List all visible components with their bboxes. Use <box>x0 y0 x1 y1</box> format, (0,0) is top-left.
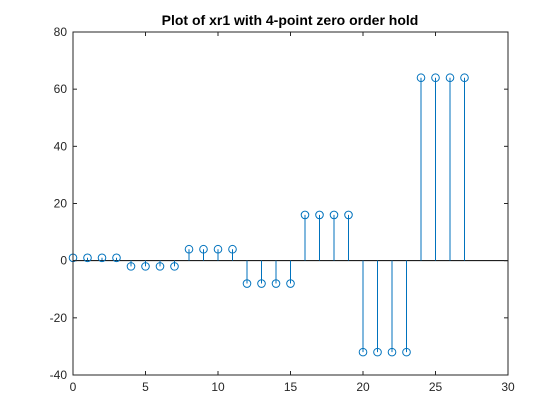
x-tick-label: 5 <box>142 380 149 394</box>
stem-marker <box>416 73 426 83</box>
stem-marker <box>242 279 252 288</box>
x-tick-label: 0 <box>70 380 77 394</box>
y-tick-label: 0 <box>60 254 67 268</box>
stem-marker <box>402 347 411 357</box>
stem-marker <box>460 73 469 83</box>
x-tick-label: 10 <box>211 380 225 394</box>
stem-marker <box>126 262 136 271</box>
y-tick-label: 20 <box>54 197 68 211</box>
x-tick-label: 20 <box>356 380 370 394</box>
stem-marker <box>344 210 353 220</box>
stem-marker <box>373 347 382 357</box>
y-tick-label: 60 <box>54 82 68 96</box>
stem-marker <box>97 253 107 263</box>
stem-marker <box>170 262 179 271</box>
stem-marker <box>445 73 455 83</box>
stem-marker <box>83 253 92 263</box>
stem-marker <box>155 262 165 271</box>
stem-marker <box>141 262 150 271</box>
stems-layer <box>68 73 508 357</box>
stem-marker <box>257 279 266 288</box>
stem-marker <box>329 210 339 220</box>
stem-marker <box>228 244 237 254</box>
axes-layer: 0 5 10 15 20 25 30 -40 -20 0 20 40 60 80 <box>50 25 515 394</box>
stem-marker <box>300 210 310 220</box>
y-tick-label: -20 <box>50 311 68 325</box>
stem-marker <box>213 244 223 254</box>
stem-marker <box>286 279 295 288</box>
x-tick-label: 25 <box>429 380 443 394</box>
stem-marker <box>184 244 194 254</box>
stem-marker <box>387 347 397 357</box>
stem-marker <box>431 73 440 83</box>
y-tick-label: 40 <box>54 139 68 153</box>
plot-area <box>73 32 508 375</box>
stem-marker <box>271 279 281 288</box>
y-tick-label: 80 <box>54 25 68 39</box>
y-tick-label: -40 <box>50 368 68 382</box>
x-tick-label: 15 <box>284 380 298 394</box>
stem-marker <box>112 253 121 263</box>
chart-title: Plot of xr1 with 4-point zero order hold <box>162 12 419 28</box>
stem-marker <box>315 210 324 220</box>
x-tick-label: 30 <box>501 380 515 394</box>
stem-marker <box>199 244 208 254</box>
stem-marker <box>358 347 368 357</box>
